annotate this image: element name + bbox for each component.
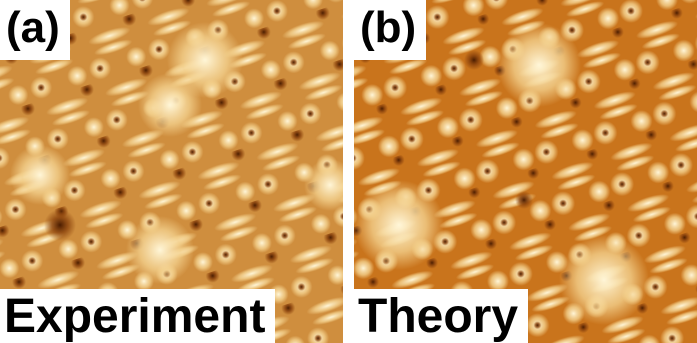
panel-caption: Experiment	[0, 289, 275, 343]
panel-b: (b) Theory	[354, 0, 697, 343]
panel-a: (a) Experiment	[0, 0, 343, 343]
figure: (a) Experiment (b) Theory	[0, 0, 697, 343]
panel-caption: Theory	[354, 289, 528, 343]
panel-tag: (a)	[0, 0, 70, 60]
panel-tag: (b)	[354, 0, 426, 60]
